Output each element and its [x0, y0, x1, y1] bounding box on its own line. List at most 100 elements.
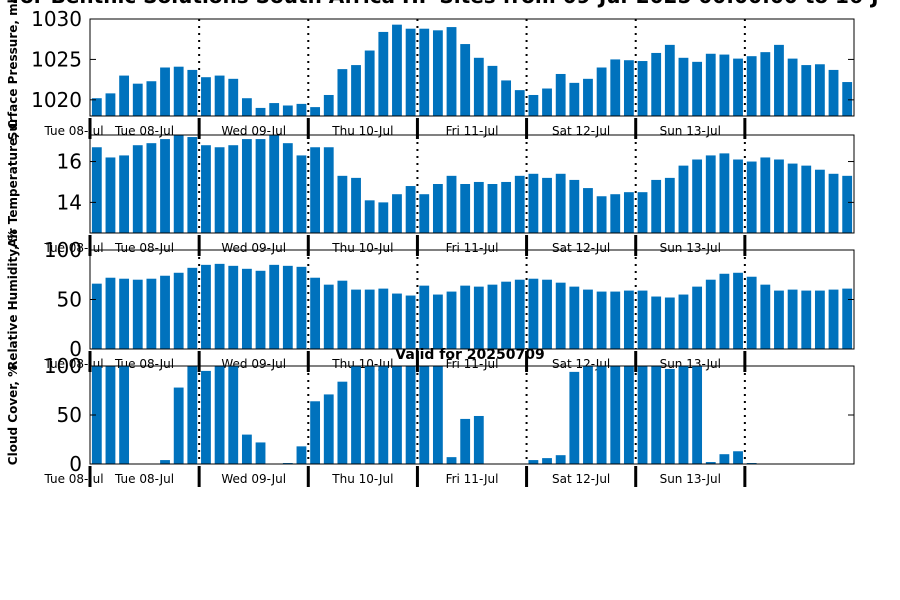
bar [187, 69, 198, 116]
bar [678, 57, 689, 116]
bar [473, 181, 484, 233]
bar [91, 147, 102, 233]
bar [173, 387, 184, 464]
bar [542, 88, 552, 116]
bar [269, 135, 280, 233]
date-label: Sun 13-Jul [660, 357, 721, 371]
date-label: Sun 13-Jul [660, 472, 721, 486]
bar [583, 366, 593, 464]
bar [405, 28, 416, 117]
bar [241, 268, 252, 349]
bar [282, 143, 293, 233]
bar [746, 56, 757, 116]
bar [119, 366, 130, 464]
bar [296, 155, 307, 233]
bar [787, 289, 798, 349]
bar [392, 366, 402, 464]
bar [542, 279, 552, 349]
bar [214, 75, 225, 116]
bar [746, 161, 757, 233]
bar [610, 291, 621, 349]
bar [132, 279, 143, 349]
bar [269, 264, 280, 349]
bar [514, 279, 525, 349]
bar [378, 202, 389, 234]
date-label: Tue 08-Jul [114, 241, 174, 255]
bar [351, 366, 361, 464]
bar [419, 28, 430, 117]
bar [555, 173, 566, 233]
bar [187, 137, 198, 233]
ytick-label: 100 [44, 238, 82, 262]
bar [337, 175, 348, 233]
bar [705, 279, 716, 349]
bar [160, 275, 170, 349]
bar [105, 366, 116, 464]
bar [705, 462, 716, 464]
bar [228, 145, 239, 233]
bar [514, 90, 525, 116]
bar [528, 278, 539, 349]
bar [623, 192, 634, 233]
bar [651, 366, 662, 464]
bar [473, 415, 484, 464]
bar [392, 194, 402, 233]
bar [337, 381, 348, 464]
bar [419, 285, 430, 349]
bar [337, 69, 348, 116]
bar [228, 78, 239, 116]
bar [623, 366, 634, 464]
bar [337, 280, 348, 349]
bar [814, 64, 825, 116]
date-label: Fri 11-Jul [446, 472, 499, 486]
date-label: Tue 08-Jul [114, 472, 174, 486]
date-label: Tue 08-Jul [114, 357, 174, 371]
bar [201, 145, 211, 233]
bar [583, 188, 593, 233]
date-label: Sat 12-Jul [552, 241, 610, 255]
date-label: Tue 08-Jul [43, 357, 103, 371]
y-axis-label: Relative Humidity, % [6, 229, 20, 370]
bar [664, 368, 675, 464]
bar [446, 291, 457, 349]
bar [542, 458, 552, 464]
axes-frame [89, 18, 855, 117]
bar [814, 290, 825, 349]
bar [432, 30, 443, 116]
bar [296, 266, 307, 349]
bar [678, 366, 689, 464]
bar [105, 277, 116, 349]
bar [432, 366, 443, 464]
chart-panel-1: 1020 1025 1030 Surface Pressure, mb Tue 08-J… [6, 0, 855, 140]
bar [774, 44, 784, 117]
bar [733, 451, 743, 464]
bar [310, 147, 321, 233]
date-label: Fri 11-Jul [446, 357, 499, 371]
bar [610, 59, 621, 116]
bar [255, 139, 266, 233]
bar [801, 165, 812, 234]
bar [569, 82, 580, 116]
bar [269, 103, 280, 116]
bar [692, 366, 703, 464]
bar [664, 297, 675, 349]
bar [160, 67, 170, 116]
bar [637, 366, 648, 464]
bar [282, 105, 293, 116]
bar [651, 179, 662, 233]
bar [610, 194, 621, 233]
bar [405, 366, 416, 464]
bar [364, 50, 375, 116]
bar [569, 371, 580, 464]
ytick-label: 1020 [31, 88, 82, 112]
chart-panel-2: 14 16 Air Temperature, C Tue 08-Jul Tue 08-J… [6, 120, 855, 256]
ytick-label: 14 [57, 190, 82, 214]
bar [842, 82, 853, 116]
bar [583, 289, 593, 349]
bar [201, 77, 211, 116]
bar [637, 290, 648, 349]
bar [760, 284, 771, 349]
bar [678, 165, 689, 234]
bar [392, 24, 402, 116]
bar [255, 270, 266, 349]
